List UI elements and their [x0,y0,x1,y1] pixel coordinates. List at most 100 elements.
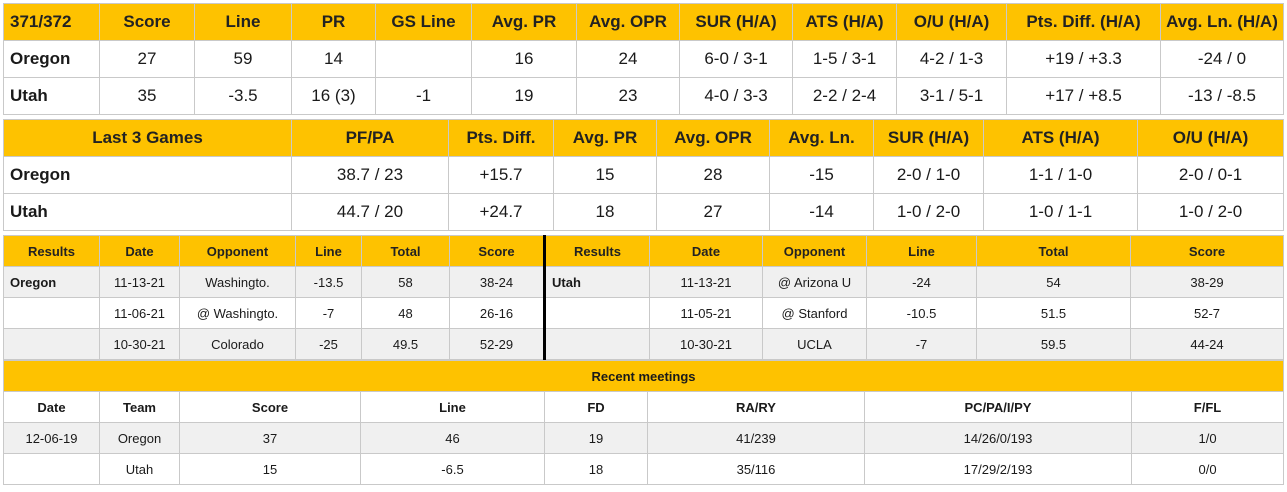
results-header: Opponent [179,235,296,267]
cell: -13 / -8.5 [1160,77,1284,115]
matchup-header: ATS (H/A) [792,3,897,41]
cell: 24 [576,40,680,78]
cell [3,453,100,485]
cell: -24 [866,266,977,298]
cell: 49.5 [361,328,450,360]
cell: -13.5 [295,266,362,298]
cell: 18 [553,193,657,231]
cell: 16 [471,40,577,78]
team-name: Oregon [3,156,292,194]
matchup-header: Line [194,3,292,41]
cell: 2-2 / 2-4 [792,77,897,115]
matchup-table: 371/372 Score Line PR GS Line Avg. PR Av… [3,3,1284,115]
matchup-header: SUR (H/A) [679,3,793,41]
cell: -7 [295,297,362,329]
cell: 52-29 [449,328,546,360]
cell: 35 [99,77,195,115]
last3-header: Avg. Ln. [769,119,874,157]
cell: 1-5 / 3-1 [792,40,897,78]
last3-header: PF/PA [291,119,449,157]
last3-header: O/U (H/A) [1137,119,1284,157]
cell: 11-13-21 [649,266,763,298]
cell: 1/0 [1130,422,1285,454]
cell: 52-7 [1130,297,1284,329]
results-table: Results Date Opponent Line Total Score R… [3,235,1284,360]
meetings-header: Date [3,391,100,423]
last3-header: ATS (H/A) [983,119,1138,157]
results-header: Line [295,235,362,267]
cell: 58 [361,266,450,298]
cell: 4-2 / 1-3 [896,40,1007,78]
cell: 35/116 [647,453,865,485]
results-header: Results [3,235,100,267]
cell: Oregon [99,422,180,454]
cell: 18 [544,453,648,485]
meetings-title: Recent meetings [2,360,1285,392]
cell: 19 [471,77,577,115]
results-header: Opponent [762,235,867,267]
last3-header-row: Last 3 Games PF/PA Pts. Diff. Avg. PR Av… [3,119,1284,157]
cell: -24 / 0 [1160,40,1284,78]
cell: 11-06-21 [99,297,180,329]
cell: 1-0 / 2-0 [1137,193,1284,231]
results-header: Score [449,235,546,267]
cell: 59 [194,40,292,78]
cell: 1-1 / 1-0 [983,156,1138,194]
cell: 15 [553,156,657,194]
matchup-row-utah: Utah 35 -3.5 16 (3) -1 19 23 4-0 / 3-3 2… [3,77,1284,115]
matchup-header: PR [291,3,376,41]
cell: -7 [866,328,977,360]
last3-header: Pts. Diff. [448,119,554,157]
meetings-header: FD [544,391,648,423]
matchup-header: Pts. Diff. (H/A) [1006,3,1161,41]
meetings-header: RA/RY [647,391,865,423]
cell: 44-24 [1130,328,1284,360]
cell: +17 / +8.5 [1006,77,1161,115]
cell: @ Stanford [762,297,867,329]
cell: 10-30-21 [649,328,763,360]
cell: 2-0 / 1-0 [873,156,984,194]
cell: -6.5 [360,453,545,485]
cell: 48 [361,297,450,329]
cell: Colorado [179,328,296,360]
cell: 17/29/2/193 [864,453,1132,485]
stats-sheet: 371/372 Score Line PR GS Line Avg. PR Av… [2,3,1285,485]
results-team: Utah [544,266,650,298]
cell: Utah [99,453,180,485]
last3-header: Avg. PR [553,119,657,157]
meetings-row: Utah 15 -6.5 18 35/116 17/29/2/193 0/0 [3,453,1285,485]
matchup-header-row: 371/372 Score Line PR GS Line Avg. PR Av… [3,3,1284,41]
cell: 14 [291,40,376,78]
cell: 27 [99,40,195,78]
cell: -1 [375,77,472,115]
cell: 38.7 / 23 [291,156,449,194]
cell: 28 [656,156,770,194]
meetings-header-row: Date Team Score Line FD RA/RY PC/PA/I/PY… [3,391,1285,423]
results-team [3,297,100,329]
last3-row-oregon: Oregon 38.7 / 23 +15.7 15 28 -15 2-0 / 1… [3,156,1284,194]
last3-header: SUR (H/A) [873,119,984,157]
cell: @ Washingto. [179,297,296,329]
meetings-header: Score [179,391,361,423]
results-header-row: Results Date Opponent Line Total Score R… [3,235,1284,267]
cell: 2-0 / 0-1 [1137,156,1284,194]
cell: 54 [976,266,1131,298]
cell: 10-30-21 [99,328,180,360]
matchup-header: Avg. PR [471,3,577,41]
cell: 11-05-21 [649,297,763,329]
meetings-header: Line [360,391,545,423]
cell: 44.7 / 20 [291,193,449,231]
cell: -15 [769,156,874,194]
cell [375,40,472,78]
cell: -3.5 [194,77,292,115]
results-row: 10-30-21 Colorado -25 49.5 52-29 10-30-2… [3,328,1284,360]
cell: 59.5 [976,328,1131,360]
matchup-header: Score [99,3,195,41]
meetings-header: PC/PA/I/PY [864,391,1132,423]
cell: 0/0 [1130,453,1285,485]
results-header: Date [99,235,180,267]
matchup-header: GS Line [375,3,472,41]
matchup-header-rotation: 371/372 [3,3,100,41]
results-header: Total [361,235,450,267]
cell: 38-24 [449,266,546,298]
